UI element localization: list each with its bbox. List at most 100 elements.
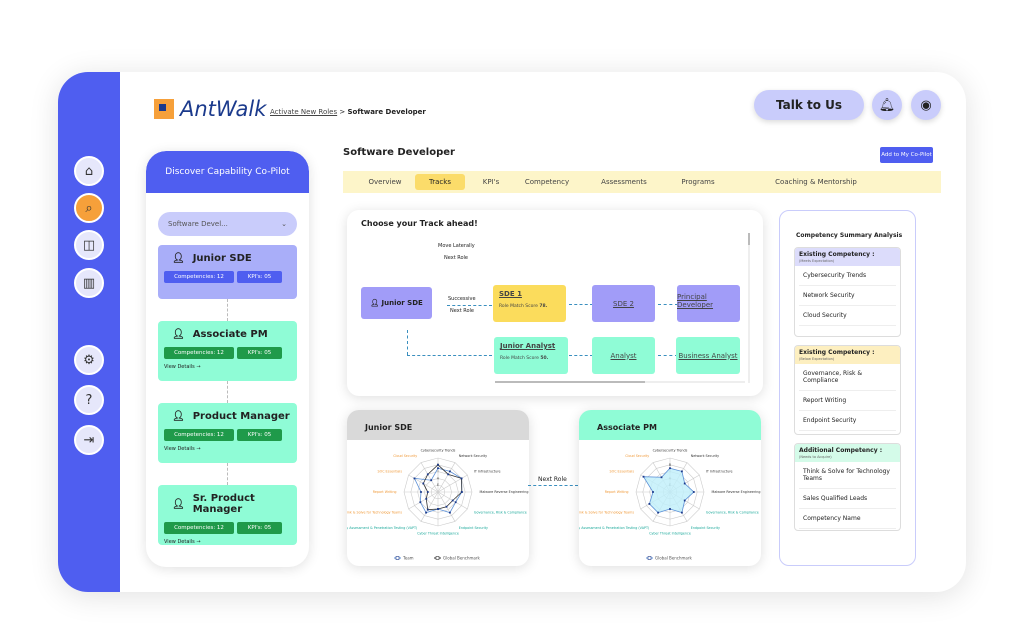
axis-label: Think & Solve for Technology Teams (347, 511, 402, 515)
data-point (460, 491, 463, 493)
kpis-badge: KPI's: 05 (237, 429, 282, 441)
axis-label: Malware Reverse Engineering (479, 490, 528, 494)
connector (528, 485, 578, 486)
axis-line (437, 462, 456, 493)
track-node-sde1[interactable]: SDE 1 Role Match Score 78. (493, 285, 566, 322)
axis-label: Report Writing (373, 490, 397, 494)
data-point (648, 503, 651, 505)
view-details-link[interactable]: View Details → (164, 364, 201, 370)
legend-label[interactable]: Global Benchmark (443, 556, 480, 561)
role-card[interactable]: 👤︎ Sr. Product Manager Competencies: 12 KP… (158, 485, 297, 545)
user-circle-icon[interactable]: ◉ (911, 90, 941, 120)
lateral-next-label: Next Role (444, 255, 469, 261)
role-card[interactable]: 👤︎ Product Manager Competencies: 12 KPI's:… (158, 403, 297, 463)
track-node-analyst[interactable]: Analyst (592, 337, 655, 374)
axis-label: Cloud Security (393, 454, 417, 458)
axis-label: Vulnerability Assessment & Penetration T… (347, 526, 417, 530)
tab-programs[interactable]: Programs (681, 178, 715, 186)
competency-item: Cloud Security (799, 306, 896, 326)
view-details-link[interactable]: View Details → (164, 539, 201, 545)
axis-label: Endpoint Security (459, 526, 488, 530)
search-icon[interactable]: ⌕ (74, 193, 104, 223)
role-name: Product Manager (192, 411, 290, 422)
competency-item: Endpoint Security (799, 411, 896, 431)
role-title: 👤︎ Junior SDE (164, 253, 291, 264)
axis-label: Cyber Threat Intelligence (417, 531, 459, 535)
track-node-business-analyst[interactable]: Business Analyst (676, 337, 740, 374)
successive-next-label: Next Role (450, 308, 475, 314)
axis-line (420, 462, 439, 493)
competency-item: Report Writing (799, 391, 896, 411)
view-details-link[interactable]: View Details → (164, 446, 201, 452)
axis-label: Endpoint Security (691, 526, 720, 530)
bell-icon[interactable]: 🔔︎ (872, 90, 902, 120)
tab-coaching-mentorship[interactable]: Coaching & Mentorship (775, 178, 857, 186)
node-label: SDE 1 (499, 290, 522, 298)
kpis-badge: KPI's: 05 (237, 522, 282, 534)
breadcrumb-current: Software Developer (347, 108, 426, 116)
data-point (425, 497, 428, 500)
tracks-title: Choose your Track ahead! (361, 219, 478, 228)
horizontal-scrollbar[interactable] (495, 381, 745, 383)
competency-item: Network Security (799, 286, 896, 306)
role-title: 👤︎ Product Manager (164, 411, 291, 422)
axis-label: IT Infrastructure (706, 469, 733, 473)
data-point (683, 482, 686, 485)
tab-kpi-s[interactable]: KPI's (482, 178, 500, 186)
connector (658, 355, 678, 356)
tab-overview[interactable]: Overview (368, 178, 402, 186)
legend-marker (435, 556, 440, 560)
competency-summary: Competency Summary Analysis Existing Com… (779, 210, 916, 566)
data-point (692, 491, 695, 493)
track-node-principal[interactable]: Principal Developer (677, 285, 740, 322)
data-point (660, 476, 663, 479)
competency-item: Cybersecurity Trends (799, 266, 896, 286)
help-icon[interactable]: ? (74, 385, 104, 415)
settings-icon[interactable]: ⚙ (74, 345, 104, 375)
tab-tracks[interactable]: Tracks (415, 174, 465, 190)
role-name: Sr. Product Manager (192, 493, 255, 515)
breadcrumb-parent[interactable]: Activate New Roles (270, 108, 338, 116)
data-point (681, 511, 683, 514)
level-label: I (437, 470, 438, 474)
competency-group: Existing Competency : (Meets Expectation)… (794, 247, 901, 337)
layout-icon[interactable]: ◫ (74, 230, 104, 260)
home-icon[interactable]: ⌂ (74, 156, 104, 186)
score-label: Role Match Score (499, 304, 538, 309)
connector (447, 305, 492, 306)
track-node-sde2[interactable]: SDE 2 (592, 285, 655, 322)
talk-to-us-button[interactable]: Talk to Us (754, 90, 864, 120)
data-point (449, 470, 451, 473)
data-point (437, 467, 439, 470)
side-rail: ⌂ ⌕ ◫ ▥ ⚙ ? ⇥ (58, 72, 120, 592)
tab-competency[interactable]: Competency (524, 178, 570, 186)
chart-icon[interactable]: ▥ (74, 268, 104, 298)
logout-icon[interactable]: ⇥ (74, 425, 104, 455)
role-select[interactable]: Software Devel... ⌄ (158, 212, 297, 236)
track-node-junior-analyst[interactable]: Junior Analyst Role Match Score 50. (494, 337, 568, 374)
data-point (445, 505, 448, 508)
breadcrumb-separator: > (339, 108, 346, 116)
logo[interactable]: AntWalk (154, 97, 266, 121)
role-name: Junior SDE (192, 253, 252, 264)
axis-line (408, 491, 439, 510)
app-window: ⌂ ⌕ ◫ ▥ ⚙ ? ⇥ AntWalk Activate New Roles… (58, 72, 966, 592)
axis-label: Cloud Security (625, 454, 649, 458)
vertical-scrollbar[interactable] (748, 233, 750, 383)
role-card[interactable]: 👤︎ Associate PM Competencies: 12 KPI's: 05… (158, 321, 297, 381)
add-to-copilot-button[interactable]: Add to My Co-Pilot (880, 147, 933, 163)
track-node-current[interactable]: 👤︎ Junior SDE (361, 287, 432, 319)
role-card[interactable]: 👤︎ Junior SDE Competencies: 12 KPI's: 05 (158, 245, 297, 299)
role-title: 👤︎ Associate PM (164, 329, 291, 340)
breadcrumb: Activate New Roles > Software Developer (270, 108, 426, 116)
next-role-label: Next Role (538, 476, 567, 483)
legend-label[interactable]: Global Benchmark (655, 556, 692, 561)
radar-title: Junior SDE (347, 410, 529, 440)
competencies-badge: Competencies: 12 (164, 271, 234, 283)
data-point (451, 499, 454, 502)
legend-label[interactable]: Team (402, 556, 414, 561)
data-point (422, 482, 425, 485)
tab-assessments[interactable]: Assessments (601, 178, 647, 186)
